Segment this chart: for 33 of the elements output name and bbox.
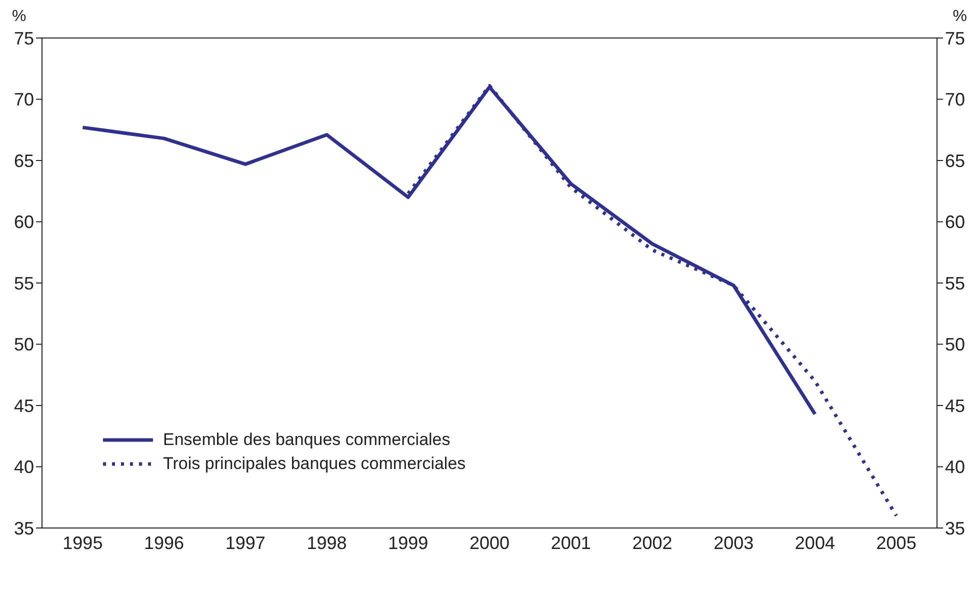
y2-tick-label: 70 (945, 90, 966, 110)
legend-label: Ensemble des banques commerciales (163, 430, 450, 450)
y2-tick-label: 55 (945, 273, 966, 294)
y2-tick-label: 50 (945, 334, 966, 355)
y-tick-label: 40 (14, 457, 34, 478)
y-tick-label: 65 (14, 150, 34, 171)
x-tick-label: 2001 (550, 532, 591, 553)
y2-tick-label: 65 (945, 150, 966, 171)
x-tick-label: 1997 (225, 532, 266, 553)
legend-label: Trois principales banques commerciales (163, 454, 466, 474)
y-tick-label: 55 (14, 273, 34, 294)
y2-axis-title: % (952, 8, 967, 26)
y-tick-label: 50 (14, 334, 34, 355)
y2-tick-label: 45 (945, 396, 966, 416)
y2-tick-label: 60 (945, 212, 966, 232)
y2-tick-label: 75 (945, 28, 966, 48)
x-tick-label: 1998 (306, 532, 347, 553)
y-axis-title: % (12, 8, 26, 26)
x-tick-label: 2004 (794, 532, 835, 553)
y2-tick-label: 40 (945, 457, 966, 478)
x-tick-label: 1996 (144, 532, 184, 553)
y-tick-label: 60 (14, 212, 34, 232)
x-tick-label: 2000 (469, 532, 510, 553)
x-tick-label: 1999 (388, 532, 428, 553)
y2-tick-label: 35 (945, 518, 966, 538)
y-tick-label: 75 (14, 28, 34, 48)
x-tick-label: 1995 (62, 532, 103, 553)
x-tick-label: 2005 (876, 532, 916, 553)
x-tick-label: 2002 (632, 532, 672, 553)
y-tick-label: 35 (14, 518, 34, 538)
y-tick-label: 45 (14, 396, 34, 416)
y-tick-label: 70 (14, 90, 34, 110)
x-tick-label: 2003 (714, 532, 754, 553)
